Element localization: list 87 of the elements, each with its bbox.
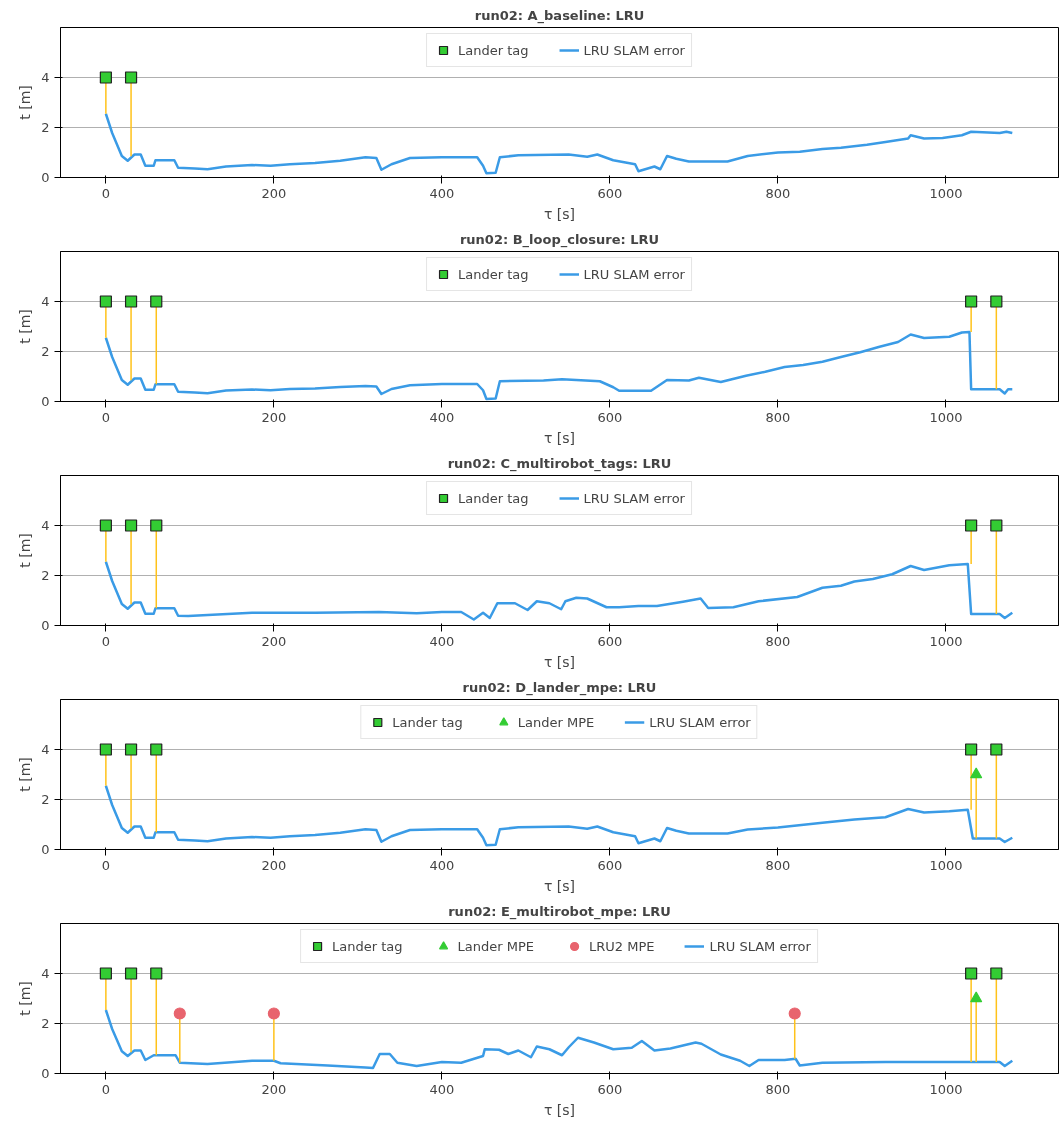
y-tick-label: 2 — [41, 792, 50, 807]
point — [150, 967, 163, 980]
y-tick-label: 4 — [41, 742, 50, 757]
legend-label: Lander MPE — [517, 714, 595, 730]
x-tick-label: 1000 — [929, 185, 963, 201]
legend-label: Lander MPE — [457, 938, 535, 954]
x-tick-label: 600 — [597, 409, 623, 425]
y-tick-label: 2 — [41, 120, 50, 135]
y-axis-title: t [m] — [17, 533, 34, 568]
y-axis-title: t [m] — [17, 757, 34, 792]
line-series — [104, 560, 1014, 621]
y-tick-label: 0 — [41, 618, 50, 633]
y-tick-label: 0 — [41, 170, 50, 185]
legend-label: LRU SLAM error — [709, 938, 811, 954]
x-tick-label: 600 — [597, 185, 623, 201]
y-tick-label: 4 — [41, 518, 50, 533]
x-tick-label: 600 — [597, 857, 623, 873]
x-axis-title: τ [s] — [543, 877, 576, 894]
point — [173, 1007, 186, 1020]
x-tick-label: 200 — [261, 409, 287, 425]
point — [267, 1007, 280, 1020]
y-axis-title: t [m] — [17, 309, 34, 344]
legend-label: Lander tag — [458, 42, 529, 58]
point — [970, 991, 983, 1003]
chart-title: run02: B_loop_closure: LRU — [459, 231, 660, 248]
x-tick-label: 200 — [261, 185, 287, 201]
legend-label: LRU SLAM error — [583, 266, 685, 282]
point — [99, 967, 112, 980]
legend-label: LRU SLAM error — [583, 42, 685, 58]
x-axis-title: τ [s] — [543, 653, 576, 670]
x-tick-label: 600 — [597, 633, 623, 649]
legend-label: Lander tag — [332, 938, 403, 954]
x-tick-label: 800 — [765, 633, 791, 649]
point — [990, 967, 1003, 980]
x-tick-label: 200 — [261, 1081, 287, 1097]
x-tick-label: 0 — [101, 1081, 111, 1097]
x-tick-label: 0 — [101, 409, 111, 425]
point — [965, 967, 978, 980]
x-tick-label: 1000 — [929, 633, 963, 649]
y-axis-title: t [m] — [17, 85, 34, 120]
y-tick-label: 0 — [41, 394, 50, 409]
x-tick-label: 400 — [429, 409, 455, 425]
y-tick-label: 2 — [41, 344, 50, 359]
x-axis-title: τ [s] — [543, 205, 576, 222]
x-tick-label: 800 — [765, 1081, 791, 1097]
x-tick-label: 400 — [429, 185, 455, 201]
x-tick-label: 0 — [101, 857, 111, 873]
x-tick-label: 1000 — [929, 1081, 963, 1097]
line-series — [104, 330, 1014, 401]
y-tick-label: 4 — [41, 966, 50, 981]
chart-title: run02: A_baseline: LRU — [474, 7, 645, 24]
y-axis-title: t [m] — [17, 981, 34, 1016]
y-tick-label: 4 — [41, 294, 50, 309]
x-tick-label: 400 — [429, 633, 455, 649]
x-tick-label: 200 — [261, 633, 287, 649]
x-tick-label: 400 — [429, 1081, 455, 1097]
x-tick-label: 800 — [765, 185, 791, 201]
legend-label: LRU SLAM error — [583, 490, 685, 506]
legend-label: Lander tag — [458, 490, 529, 506]
x-tick-label: 1000 — [929, 857, 963, 873]
y-tick-label: 0 — [41, 1066, 50, 1081]
x-axis-title: τ [s] — [543, 1101, 576, 1118]
line-series — [104, 1008, 1014, 1070]
legend-label: LRU2 MPE — [589, 938, 655, 954]
x-tick-label: 0 — [101, 633, 111, 649]
x-tick-label: 1000 — [929, 409, 963, 425]
legend-label: Lander tag — [458, 266, 529, 282]
x-tick-label: 800 — [765, 409, 791, 425]
line-series — [104, 112, 1014, 175]
x-tick-label: 400 — [429, 857, 455, 873]
x-tick-label: 200 — [261, 857, 287, 873]
x-tick-label: 600 — [597, 1081, 623, 1097]
line-series — [104, 784, 1014, 847]
point — [124, 967, 138, 980]
x-axis-title: τ [s] — [543, 429, 576, 446]
chart-title: run02: C_multirobot_tags: LRU — [447, 455, 672, 472]
y-tick-label: 0 — [41, 842, 50, 857]
x-tick-label: 800 — [765, 857, 791, 873]
point — [788, 1007, 801, 1020]
y-tick-label: 4 — [41, 70, 50, 85]
y-tick-label: 2 — [41, 1016, 50, 1031]
y-tick-label: 2 — [41, 568, 50, 583]
legend-label: LRU SLAM error — [649, 714, 751, 730]
legend-label: Lander tag — [392, 714, 463, 730]
chart-title: run02: E_multirobot_mpe: LRU — [448, 903, 671, 920]
chart-title: run02: D_lander_mpe: LRU — [462, 679, 657, 696]
x-tick-label: 0 — [101, 185, 111, 201]
